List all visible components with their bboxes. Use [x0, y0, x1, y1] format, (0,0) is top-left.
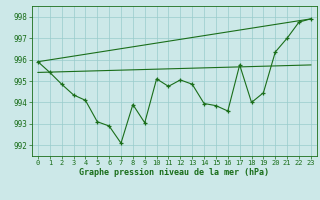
X-axis label: Graphe pression niveau de la mer (hPa): Graphe pression niveau de la mer (hPa): [79, 168, 269, 177]
